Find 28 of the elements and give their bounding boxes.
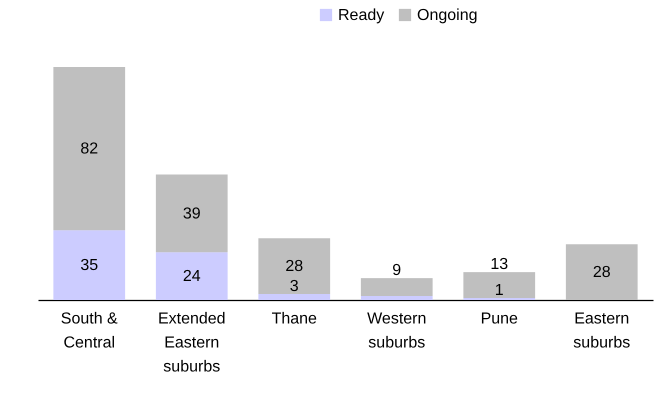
- data-label: 9: [392, 262, 402, 280]
- data-label: 28: [285, 258, 304, 276]
- data-label: 13: [490, 256, 508, 274]
- bar: [156, 174, 228, 252]
- x-tick-label: South & Central: [60, 310, 118, 352]
- x-tick-label: Extended Eastern suburbs: [158, 310, 226, 376]
- x-tick-label: Pune: [480, 310, 518, 328]
- data-label: 3: [290, 278, 299, 296]
- bar: [156, 252, 228, 300]
- bar: [258, 294, 330, 300]
- bar: [360, 296, 433, 300]
- data-label: 1: [494, 282, 504, 300]
- bar: [258, 238, 330, 294]
- bar: [566, 244, 638, 300]
- x-tick-label: Eastern suburbs: [573, 310, 630, 352]
- data-label: 39: [182, 205, 201, 222]
- bar: [360, 278, 433, 296]
- bar: [53, 230, 126, 300]
- legend-label: Ready: [338, 7, 384, 24]
- legend-label: Ongoing: [417, 7, 478, 24]
- x-tick-label: Thane: [272, 310, 318, 328]
- data-label: 82: [80, 140, 98, 158]
- x-tick-label: Western suburbs: [367, 310, 426, 352]
- bar: [463, 272, 536, 298]
- data-label: 24: [182, 268, 201, 286]
- bar: [53, 67, 126, 230]
- data-label: 28: [592, 264, 611, 282]
- data-label: 35: [80, 257, 98, 274]
